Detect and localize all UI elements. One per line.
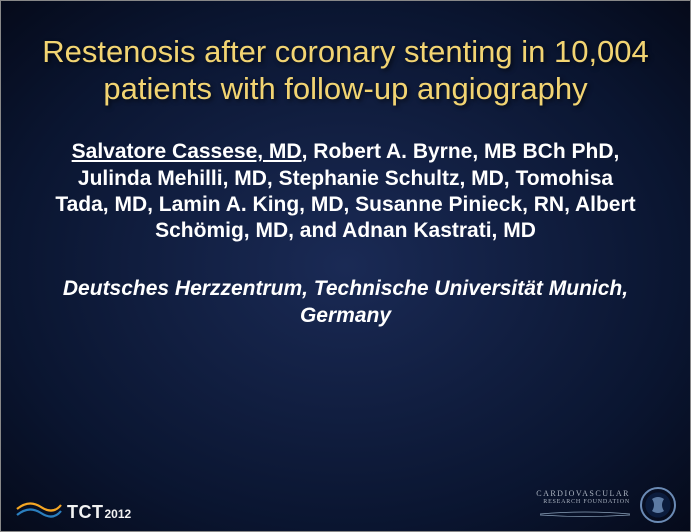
author-list: Salvatore Cassese, MD, Robert A. Byrne, … [1, 107, 690, 244]
tct-label: TCT [67, 502, 104, 523]
presenting-author: Salvatore Cassese, MD [72, 140, 302, 163]
footer: TCT2012 CARDIOVASCULAR RESEARCH FOUNDATI… [1, 477, 690, 531]
crf-line1: CARDIOVASCULAR [536, 490, 630, 498]
tct-year: 2012 [105, 507, 132, 521]
crf-text-block: CARDIOVASCULAR RESEARCH FOUNDATION [536, 490, 630, 521]
tct-wave-icon [15, 495, 63, 523]
affiliation: Deutsches Herzzentrum, Technische Univer… [1, 244, 690, 329]
crf-logo: CARDIOVASCULAR RESEARCH FOUNDATION [536, 487, 676, 523]
slide-title: Restenosis after coronary stenting in 10… [1, 1, 690, 107]
tct-text: TCT2012 [67, 502, 131, 523]
slide-container: Restenosis after coronary stenting in 10… [0, 0, 691, 532]
crf-seal-icon [640, 487, 676, 523]
crf-line2: RESEARCH FOUNDATION [536, 499, 630, 505]
tct-logo: TCT2012 [15, 495, 131, 523]
crf-swoosh-icon [540, 511, 630, 517]
